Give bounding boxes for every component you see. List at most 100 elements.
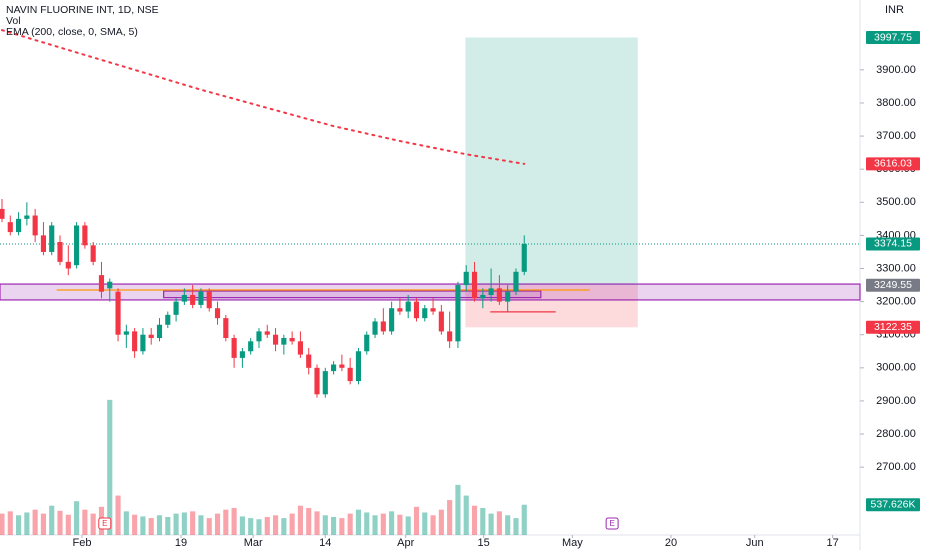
candle-body — [422, 308, 428, 319]
volume-bar — [49, 505, 55, 535]
volume-bar — [256, 519, 262, 535]
candle-body — [40, 235, 47, 252]
volume-bar — [90, 513, 96, 535]
volume-bar — [15, 515, 22, 535]
volume-bar — [397, 514, 403, 535]
event-marker — [98, 517, 112, 530]
candle-body — [223, 318, 229, 339]
volume-bar — [355, 509, 362, 535]
inner-zone — [163, 290, 542, 299]
candle-body — [289, 338, 295, 342]
candle-body — [496, 288, 502, 302]
y-tick-label: 2800.00 — [876, 428, 916, 440]
volume-bar — [0, 513, 5, 535]
candle-body — [389, 308, 395, 332]
candle-body — [248, 341, 254, 352]
volume-bar — [223, 509, 229, 535]
volume-bar — [447, 500, 453, 535]
volume-bar — [405, 516, 411, 535]
candle-body — [190, 294, 196, 305]
volume-bar — [74, 501, 80, 535]
ema-line — [0, 29, 526, 165]
volume-bar — [148, 518, 154, 535]
volume-bar — [206, 518, 212, 535]
candle-body — [206, 291, 212, 309]
volume-bar — [264, 516, 270, 535]
price-tag-label: 3122.35 — [874, 321, 912, 333]
price-tag — [866, 237, 920, 251]
candle-body — [90, 245, 96, 262]
volume-bar — [430, 515, 436, 535]
candle-body — [339, 364, 345, 368]
volume-bar — [521, 504, 527, 535]
volume-bar — [505, 515, 511, 535]
candle-body — [198, 291, 204, 305]
support-zone — [0, 283, 861, 301]
volume-bar — [306, 507, 312, 535]
candle-body — [447, 331, 453, 342]
volume-bar — [65, 514, 71, 535]
candle-body — [505, 291, 511, 302]
candle-body — [405, 301, 411, 312]
event-label: E — [609, 519, 614, 528]
volume-bar — [181, 512, 187, 535]
candle-body — [115, 291, 121, 335]
candle-body — [165, 314, 171, 325]
volume-bar — [339, 518, 345, 535]
candle-body — [521, 243, 527, 272]
volume-bar — [322, 515, 328, 535]
y-tick-label: 3500.00 — [876, 196, 916, 208]
event-label: E — [102, 519, 107, 528]
currency-label: INR — [885, 4, 904, 16]
candle-body — [364, 334, 370, 352]
volume-bar — [140, 516, 146, 535]
volume-bar — [314, 511, 320, 535]
y-tick-label: 3000.00 — [876, 362, 916, 374]
candle-body — [513, 271, 519, 292]
y-tick-label: 3300.00 — [876, 262, 916, 274]
candle-body — [438, 311, 444, 332]
volume-legend: Vol — [6, 15, 21, 27]
candle-body — [32, 215, 38, 236]
candle-body — [98, 275, 105, 292]
candle-body — [82, 225, 88, 246]
x-tick-label: 19 — [175, 537, 187, 549]
price-tag — [866, 498, 920, 512]
x-tick-label: 15 — [478, 537, 490, 549]
volume-bar — [123, 511, 129, 535]
candle-body — [140, 334, 146, 352]
volume-bar — [297, 505, 303, 535]
y-tick-label: 3200.00 — [876, 296, 916, 308]
volume-bar — [372, 515, 378, 535]
candle-body — [156, 324, 163, 339]
volume-bar — [132, 514, 138, 535]
volume-bar — [7, 511, 13, 535]
volume-bar — [40, 513, 47, 535]
candle-body — [455, 285, 461, 342]
price-tag — [866, 30, 920, 44]
candle-body — [57, 242, 63, 262]
volume-bar — [413, 506, 420, 535]
candle-body — [24, 215, 30, 219]
volume-bar — [165, 516, 171, 535]
volume-bar — [463, 495, 469, 535]
volume-bar — [190, 511, 196, 535]
candle-body — [331, 364, 337, 372]
candle-body — [239, 351, 245, 358]
volume-bar — [115, 495, 121, 535]
volume-bar — [57, 510, 63, 535]
y-tick-label: 3800.00 — [876, 97, 916, 109]
candle-body — [372, 321, 378, 335]
volume-bar — [173, 513, 179, 535]
candle-body — [380, 321, 386, 332]
volume-bar — [231, 507, 237, 535]
candle-body — [173, 301, 179, 315]
volume-bar — [455, 484, 461, 535]
candle-body — [480, 294, 486, 299]
candle-body — [488, 288, 494, 295]
price-tag — [866, 320, 920, 334]
y-tick-label: 2900.00 — [876, 395, 916, 407]
candle-body — [281, 338, 287, 345]
y-tick-label: 2700.00 — [876, 461, 916, 473]
